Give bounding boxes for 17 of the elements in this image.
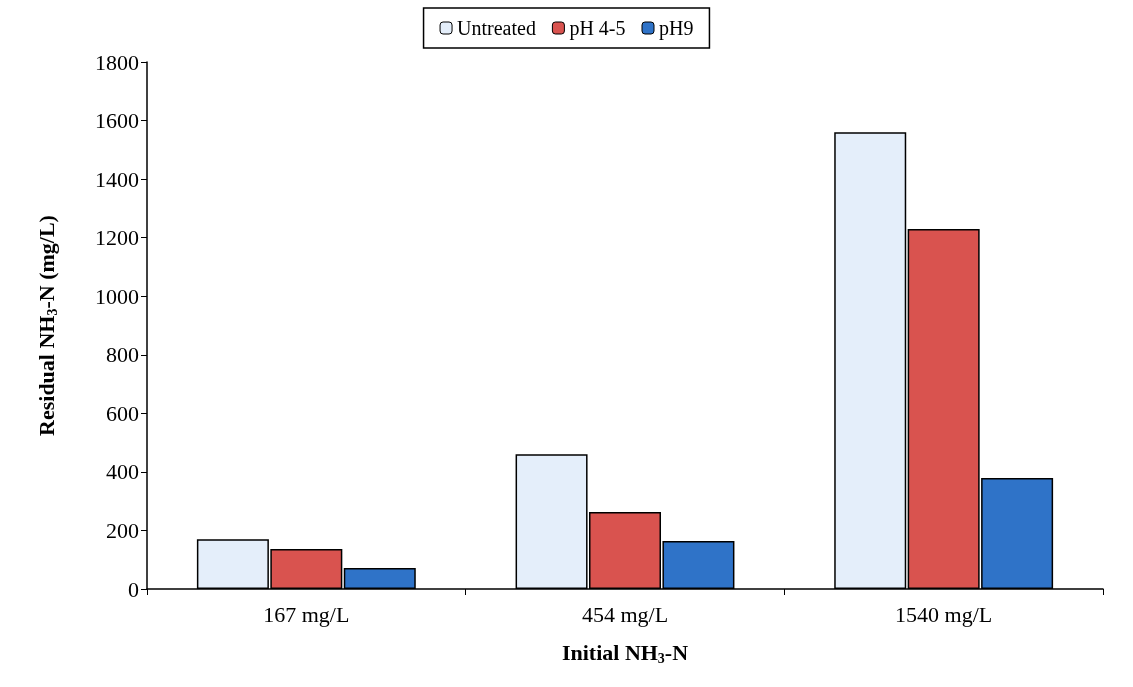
y-tick-label: 600 <box>106 400 139 426</box>
y-tick-label: 1200 <box>95 225 139 251</box>
x-tick-label: 454 mg/L <box>581 601 669 627</box>
legend-label: Untreated <box>457 17 536 39</box>
y-tick-label: 1600 <box>95 108 139 134</box>
y-tick-label: 1800 <box>95 49 139 75</box>
y-axis-title: Residual NH3-N (mg/L) <box>33 215 60 436</box>
y-tick-label: 1400 <box>95 166 139 192</box>
y-tick-label: 0 <box>128 576 139 602</box>
legend-label: pH 4-5 <box>569 17 626 40</box>
x-tick-label: 167 mg/L <box>263 601 350 627</box>
y-tick-label: 200 <box>106 517 139 543</box>
y-tick-label: 1000 <box>95 283 139 309</box>
x-tick-label: 1540 mg/L <box>895 601 993 627</box>
y-tick-label: 400 <box>106 459 139 485</box>
legend-label: pH9 <box>659 17 694 40</box>
y-tick-label: 800 <box>106 342 139 368</box>
